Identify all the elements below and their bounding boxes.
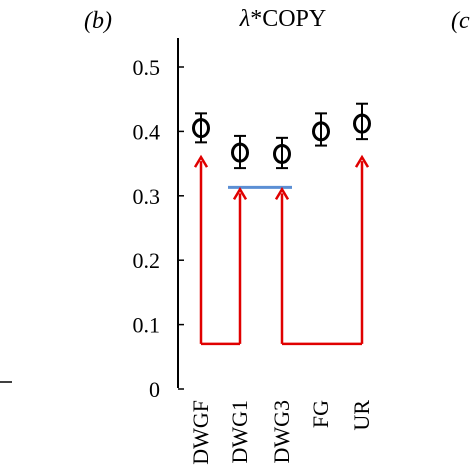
chart-title: λ*COPY	[239, 6, 326, 32]
data-markers	[192, 102, 371, 170]
x-tick-label: DWG3	[269, 400, 294, 464]
y-tick-label: 0.3	[133, 184, 161, 209]
bracket-arrow-head	[232, 186, 248, 201]
x-tick-label: FG	[308, 400, 333, 428]
y-tick-label: 0.5	[133, 55, 161, 80]
x-tick-label: DWGF	[188, 400, 213, 465]
bracket-arrow-head	[354, 154, 370, 168]
y-tick-label: 0.4	[133, 119, 161, 144]
x-tick-label: DWG1	[227, 400, 252, 464]
next-panel-label: (c	[451, 8, 470, 34]
panel-label: (b)	[84, 8, 112, 34]
annotations	[193, 154, 370, 346]
y-tick-label: 0	[149, 377, 160, 402]
x-tick-label: UR	[349, 400, 374, 431]
y-tick-label: 0.1	[133, 313, 161, 338]
x-axis-labels: DWGF DWG1 DWG3 FG UR	[188, 400, 374, 465]
bracket-arrow-head	[274, 186, 290, 201]
title-symbol: λ	[239, 6, 250, 32]
y-tick-label: 0.2	[133, 248, 161, 273]
title-text: *COPY	[250, 6, 326, 32]
y-axis-ticks: 0 0.1 0.2 0.3 0.4 0.5	[133, 55, 184, 402]
bracket-arrow-head	[193, 154, 209, 168]
